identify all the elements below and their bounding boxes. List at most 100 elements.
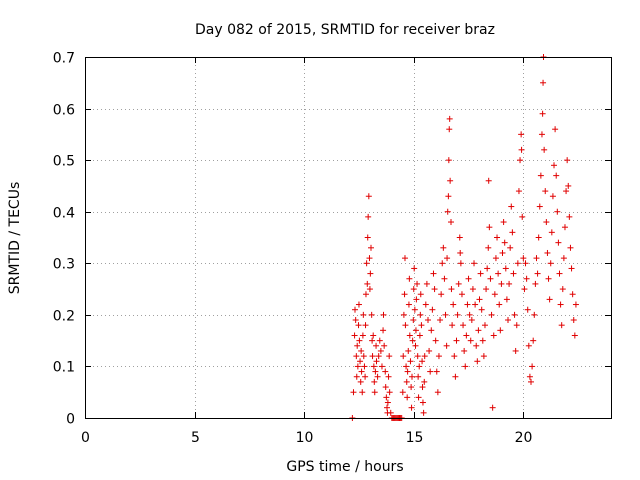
- data-point: [546, 296, 553, 303]
- data-point: [366, 286, 373, 293]
- data-point: [532, 280, 539, 287]
- data-point: [448, 219, 455, 226]
- data-point: [548, 229, 555, 236]
- data-point: [465, 275, 472, 282]
- data-point: [404, 394, 411, 401]
- data-point: [433, 368, 440, 375]
- data-point: [430, 270, 437, 277]
- data-point: [561, 224, 568, 231]
- data-point: [552, 126, 559, 133]
- data-point: [362, 291, 369, 298]
- data-point: [371, 378, 378, 385]
- data-point: [415, 394, 422, 401]
- data-point: [485, 177, 492, 184]
- data-point: [408, 384, 415, 391]
- data-point: [369, 353, 376, 360]
- data-point: [408, 373, 415, 380]
- data-point: [500, 219, 507, 226]
- data-point: [356, 337, 363, 344]
- data-point: [559, 286, 566, 293]
- data-point: [523, 275, 530, 282]
- data-point: [380, 327, 387, 334]
- data-point: [447, 177, 454, 184]
- data-point: [446, 115, 453, 122]
- data-point: [419, 399, 426, 406]
- data-point: [531, 311, 538, 318]
- data-point: [538, 131, 545, 138]
- data-point: [364, 280, 371, 287]
- data-point: [545, 275, 552, 282]
- data-point: [427, 368, 434, 375]
- data-point: [364, 234, 371, 241]
- data-point: [454, 311, 461, 318]
- data-point: [535, 234, 542, 241]
- data-point: [408, 404, 415, 411]
- y-tick-label: 0.1: [53, 360, 75, 376]
- data-point: [444, 255, 451, 262]
- data-point: [360, 311, 367, 318]
- data-point: [421, 378, 428, 385]
- data-point: [557, 301, 564, 308]
- data-point: [445, 157, 452, 164]
- chart-title: Day 082 of 2015, SRMTID for receiver bra…: [195, 22, 495, 38]
- data-point: [411, 265, 418, 272]
- data-point: [486, 224, 493, 231]
- data-point: [419, 358, 426, 365]
- data-point: [473, 342, 480, 349]
- data-point: [494, 234, 501, 241]
- y-tick-label: 0.7: [53, 51, 75, 67]
- data-point: [457, 260, 464, 267]
- data-point: [572, 301, 579, 308]
- data-point: [400, 311, 407, 318]
- data-point: [543, 219, 550, 226]
- data-point: [416, 332, 423, 339]
- data-point: [363, 260, 370, 267]
- data-point: [366, 255, 373, 262]
- data-point: [509, 229, 516, 236]
- data-point: [406, 275, 413, 282]
- data-point: [352, 317, 359, 324]
- data-point: [484, 265, 491, 272]
- data-point: [539, 110, 546, 117]
- y-axis-label: SRMTID / TECUs: [7, 182, 23, 295]
- data-point: [554, 208, 561, 215]
- data-point: [565, 182, 572, 189]
- data-point: [504, 317, 511, 324]
- data-point: [502, 265, 509, 272]
- data-point: [355, 301, 362, 308]
- data-point: [468, 317, 475, 324]
- data-point: [351, 332, 358, 339]
- data-point: [507, 244, 514, 251]
- data-point: [568, 265, 575, 272]
- data-point: [411, 306, 418, 313]
- data-point: [373, 358, 380, 365]
- data-point: [569, 291, 576, 298]
- data-point: [485, 244, 492, 251]
- data-point: [414, 280, 421, 287]
- data-point: [534, 270, 541, 277]
- data-point: [370, 332, 377, 339]
- data-point: [358, 368, 365, 375]
- data-point: [483, 286, 490, 293]
- data-point: [367, 270, 374, 277]
- data-point: [488, 311, 495, 318]
- x-tick-label: 0: [81, 430, 90, 446]
- data-point: [355, 322, 362, 329]
- data-point: [458, 291, 465, 298]
- y-tick-label: 0.6: [53, 103, 75, 119]
- data-point: [553, 172, 560, 179]
- y-tick-label: 0.5: [53, 154, 75, 170]
- data-point: [449, 322, 456, 329]
- data-point: [564, 157, 571, 164]
- data-point: [383, 394, 390, 401]
- data-point: [519, 213, 526, 220]
- data-point: [510, 270, 517, 277]
- data-point: [556, 270, 563, 277]
- data-point: [558, 322, 565, 329]
- data-point: [451, 353, 458, 360]
- data-point: [490, 332, 497, 339]
- data-point: [511, 311, 518, 318]
- data-point: [419, 384, 426, 391]
- data-point: [455, 280, 462, 287]
